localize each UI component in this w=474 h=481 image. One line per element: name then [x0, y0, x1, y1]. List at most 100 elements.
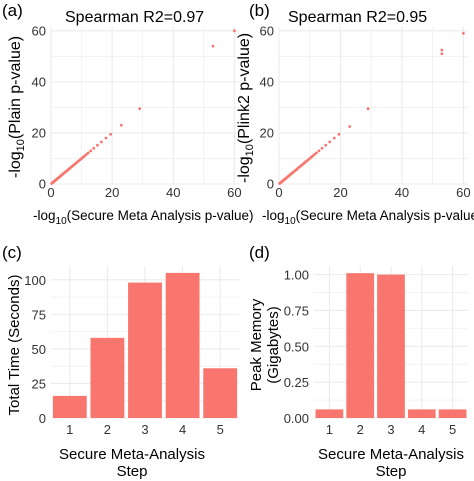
scatter-point [100, 140, 103, 144]
bar [377, 274, 405, 418]
x-tick-label: 4 [179, 422, 186, 437]
panel-b-points [278, 31, 465, 185]
panel-d-x-axis-label-line1: Secure Meta-Analysis [318, 446, 464, 463]
y-tick-label: 50 [32, 342, 46, 357]
x-tick-label: 3 [141, 422, 148, 437]
panel-b-annotation: Spearman R2=0.95 [288, 9, 427, 26]
scatter-point [311, 154, 315, 158]
y-tick-label: 0 [267, 177, 274, 192]
bar [407, 409, 436, 418]
bar [165, 272, 200, 418]
y-tick-label: 0.50 [284, 339, 309, 354]
panel-b: (b) Spearman R2=0.95 0 20 40 60 0 20 40 60 -log… [236, 1, 474, 227]
y-tick-label: 25 [32, 376, 46, 391]
x-tick-label: 20 [105, 185, 119, 200]
scatter-point [138, 107, 142, 111]
bar [438, 409, 467, 418]
panel-c: (c) 0 25 50 75 100 1 2 3 4 5 Secure Meta-Analysis… [2, 243, 239, 480]
panel-d-x-axis-label-line2: Step [376, 463, 407, 480]
y-tick-label: 20 [260, 125, 274, 140]
panel-b-y-axis-label: -log10(Plink2 p-value) [236, 33, 256, 183]
x-tick-label: 0 [275, 185, 282, 200]
scatter-point [461, 31, 465, 35]
x-tick-label: 5 [217, 422, 224, 437]
scatter-point [348, 125, 352, 128]
panel-a-ticks: 0 20 40 60 0 20 40 60 [32, 23, 242, 200]
y-tick-label: 40 [260, 74, 274, 89]
scatter-point [233, 29, 236, 33]
scatter-point [211, 44, 215, 48]
panel-c-x-axis-label-line1: Secure Meta-Analysis [59, 446, 205, 463]
x-tick-label: 0 [47, 185, 54, 200]
y-tick-label: 100 [24, 273, 46, 288]
scatter-point [337, 132, 341, 136]
bar [52, 395, 87, 418]
y-tick-label: 60 [260, 23, 274, 38]
scatter-point [92, 146, 96, 150]
x-tick-label: 60 [456, 185, 470, 200]
scatter-point [86, 151, 90, 155]
panel-d-bars [315, 273, 467, 418]
x-tick-label: 20 [333, 185, 347, 200]
scatter-point [320, 146, 324, 150]
panel-d-letter: (d) [249, 243, 270, 262]
scatter-point [104, 136, 108, 140]
scatter-point [89, 149, 93, 153]
scatter-point [109, 132, 113, 136]
scatter-point [440, 48, 444, 52]
x-tick-label: 3 [387, 422, 394, 437]
x-tick-label: 1 [66, 422, 73, 437]
y-tick-label: 0.00 [284, 411, 309, 426]
scatter-point [324, 143, 328, 147]
y-tick-label: 40 [32, 74, 46, 89]
panel-c-x-axis-label-line2: Step [117, 463, 148, 480]
y-tick-label: 75 [32, 307, 46, 322]
scatter-point [317, 149, 321, 153]
panel-a-letter: (a) [2, 1, 23, 20]
x-tick-label: 2 [357, 422, 364, 437]
scatter-point [328, 140, 332, 144]
y-tick-label: 0 [39, 177, 46, 192]
panel-b-x-axis-label: -log10(Secure Meta Analysis p-value) [262, 208, 474, 227]
panel-c-y-axis-label: Total Time (Seconds) [6, 275, 23, 416]
y-tick-label: 60 [32, 23, 46, 38]
bar [203, 368, 238, 418]
x-tick-label: 40 [395, 185, 409, 200]
panel-c-bars [52, 272, 238, 418]
x-tick-label: 40 [166, 185, 180, 200]
scatter-point [119, 123, 123, 127]
panel-b-letter: (b) [249, 1, 270, 20]
panel-a-grid [50, 27, 239, 185]
scatter-point [332, 136, 336, 140]
panel-c-letter: (c) [2, 243, 22, 262]
panel-a-annotation: Spearman R2=0.97 [65, 9, 204, 26]
panel-a-y-axis-label: -log10(Plain p-value) [7, 36, 27, 178]
x-tick-label: 1 [326, 422, 333, 437]
x-tick-label: 5 [449, 422, 456, 437]
y-tick-label: 0 [39, 411, 46, 426]
bar [346, 273, 375, 418]
panel-d-ticks: 0.00 0.25 0.50 0.75 1.00 1 2 3 4 5 [284, 268, 457, 437]
scatter-point [85, 152, 88, 156]
y-tick-label: 0.25 [284, 375, 309, 390]
panel-a-points [50, 29, 236, 185]
panel-a-x-axis-label: -log10(Secure Meta Analysis p-value) [33, 208, 253, 227]
panel-d-y-axis-label-line2: (Gigabytes) [265, 306, 282, 384]
bar [90, 337, 125, 418]
panel-d-y-axis-label-line1: Peak Memory [248, 298, 265, 391]
bar [315, 409, 344, 418]
x-tick-label: 2 [104, 422, 111, 437]
x-tick-label: 60 [227, 185, 241, 200]
y-tick-label: 20 [32, 125, 46, 140]
scatter-point [96, 143, 99, 147]
panel-b-ticks: 0 20 40 60 0 20 40 60 [260, 23, 471, 200]
bar [128, 282, 162, 418]
scatter-point [366, 107, 370, 111]
scatter-point [315, 151, 318, 155]
scatter-point [440, 52, 444, 56]
panel-d: (d) 0.00 0.25 0.50 0.75 1.00 1 2 3 4 5 Secure Met… [248, 243, 468, 480]
x-tick-label: 4 [418, 422, 425, 437]
panel-c-ticks: 0 25 50 75 100 1 2 3 4 5 [24, 273, 224, 437]
scatter-point [83, 154, 87, 158]
